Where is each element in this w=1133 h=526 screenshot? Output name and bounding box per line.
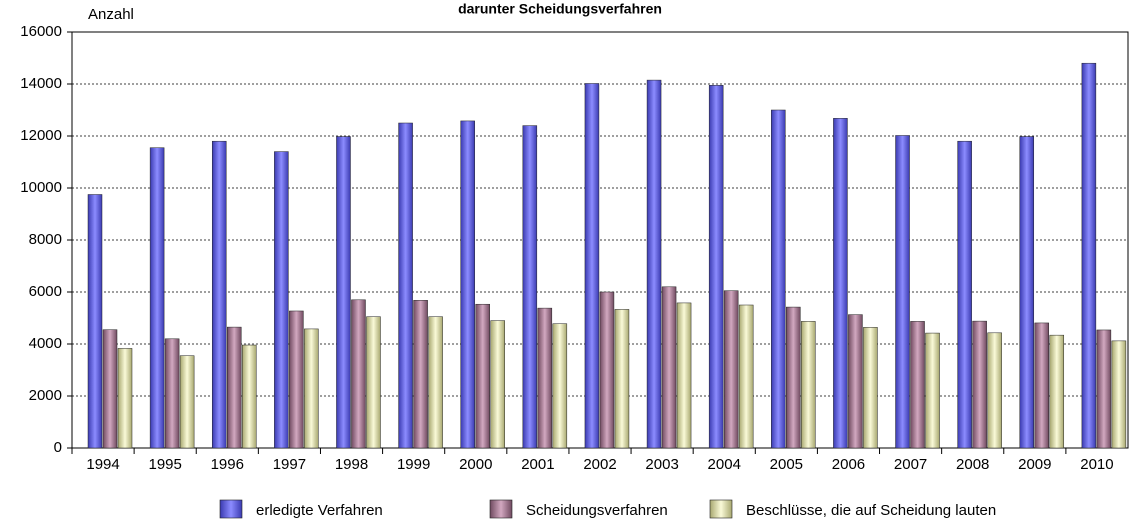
bar [211, 140, 227, 449]
x-tick-label: 1995 [148, 456, 181, 473]
legend-label: Beschlüsse, die auf Scheidung lauten [746, 502, 996, 519]
y-tick-label: 8000 [29, 231, 62, 248]
bar [475, 303, 490, 449]
y-tick-label: 12000 [20, 127, 62, 144]
x-tick-label: 1996 [211, 456, 244, 473]
bar [351, 299, 366, 449]
bar [490, 320, 505, 449]
x-tick-label: 2000 [459, 456, 492, 473]
legend-label: erledigte Verfahren [256, 502, 383, 519]
bar [226, 326, 242, 449]
y-tick-label: 14000 [20, 75, 62, 92]
bar [413, 300, 428, 449]
bar [614, 309, 630, 449]
bar [460, 120, 475, 449]
x-tick-label: 1999 [397, 456, 430, 473]
y-axis-label: Anzahl [88, 6, 134, 23]
y-tick-label: 16000 [20, 23, 62, 40]
bar [723, 290, 739, 449]
bar [848, 314, 863, 449]
bar [987, 332, 1002, 449]
bar [863, 327, 878, 449]
x-tick-label: 2010 [1080, 456, 1113, 473]
bar [646, 79, 662, 449]
x-tick-label: 2007 [894, 456, 927, 473]
bar [676, 302, 692, 449]
bar [289, 310, 304, 449]
bar [708, 85, 724, 449]
x-tick-label: 1998 [335, 456, 368, 473]
bar [117, 348, 133, 449]
y-tick-label: 6000 [29, 283, 62, 300]
bar [336, 136, 351, 449]
y-tick-label: 0 [54, 439, 62, 456]
x-tick-label: 2006 [832, 456, 865, 473]
bar [972, 320, 987, 449]
bar [786, 306, 801, 449]
bar [584, 83, 600, 449]
bar [428, 316, 443, 449]
bar [910, 321, 925, 449]
bar [895, 135, 910, 449]
bar [957, 140, 972, 449]
bar [164, 338, 180, 449]
chart-title: darunter Scheidungsverfahren [458, 1, 662, 17]
bar [925, 332, 940, 449]
legend-label: Scheidungsverfahren [526, 502, 668, 519]
bar [738, 304, 754, 449]
bar [552, 323, 568, 449]
bar [149, 147, 165, 449]
x-tick-label: 1997 [273, 456, 306, 473]
y-tick-label: 10000 [20, 179, 62, 196]
bar [304, 328, 319, 449]
bar [398, 122, 413, 449]
bar [241, 344, 257, 449]
bar [179, 355, 195, 449]
bar [537, 307, 553, 449]
bar [366, 316, 381, 449]
bar [102, 329, 118, 449]
bar [1081, 62, 1097, 449]
bar [801, 321, 816, 449]
legend-swatch [489, 499, 513, 519]
bar [1096, 329, 1112, 449]
x-tick-label: 2008 [956, 456, 989, 473]
bar [1049, 334, 1065, 449]
x-tick-label: 2001 [521, 456, 554, 473]
bar [274, 151, 289, 449]
bar [599, 291, 615, 449]
bar [1111, 340, 1127, 449]
x-tick-label: 2003 [645, 456, 678, 473]
bar [771, 109, 786, 449]
y-tick-label: 4000 [29, 335, 62, 352]
x-tick-label: 2005 [770, 456, 803, 473]
x-tick-label: 2004 [708, 456, 741, 473]
bar [522, 125, 538, 449]
x-tick-label: 2002 [583, 456, 616, 473]
x-tick-label: 1994 [86, 456, 119, 473]
bar [1019, 136, 1035, 449]
bar [87, 194, 103, 449]
x-tick-label: 2009 [1018, 456, 1051, 473]
y-tick-label: 2000 [29, 387, 62, 404]
bar [833, 118, 848, 449]
bar [1034, 322, 1050, 449]
legend-swatch [709, 499, 733, 519]
legend-swatch [219, 499, 243, 519]
bar [661, 286, 677, 449]
